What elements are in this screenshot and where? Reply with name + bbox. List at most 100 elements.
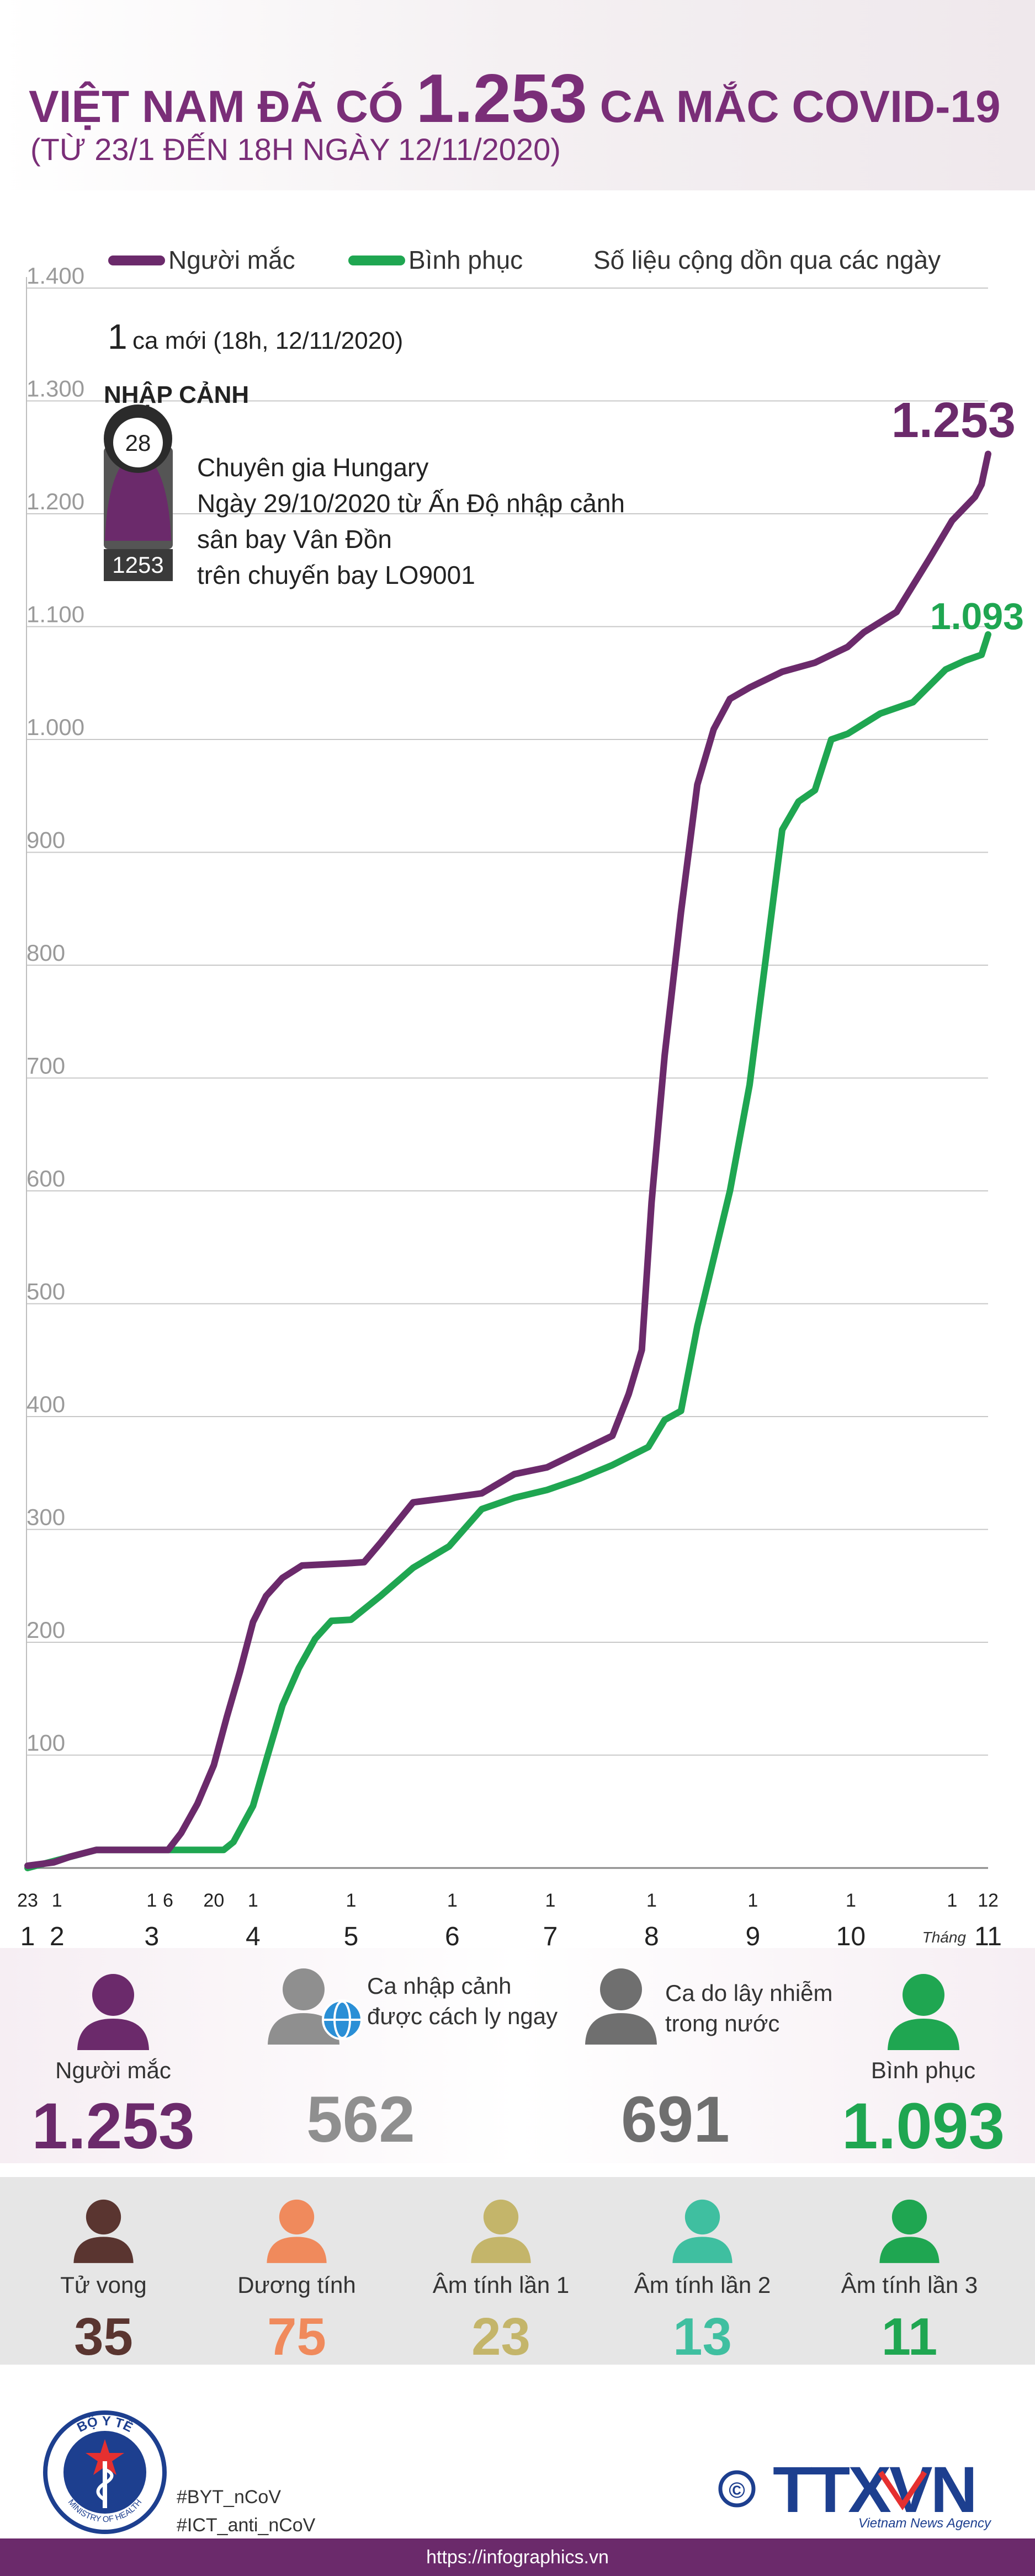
person-icon [267,2199,327,2263]
title-suffix: CA MẮC COVID-19 [587,82,1001,132]
person-icon [887,1974,959,2050]
x-month-tick-label: 8 [644,1922,659,1948]
patient-icon: 28 1253 [104,405,173,581]
hashtag-1[interactable]: #BYT_nCoV [177,2487,281,2508]
y-tick-label: 1.000 [26,714,84,740]
outcome-negative-1: Âm tính lần 1 23 [397,2196,604,2364]
person-icon [672,2199,733,2263]
outcome-death: Tử vong 35 [0,2196,207,2364]
title-number: 1.253 [416,61,587,137]
series-line-infected [24,450,991,1869]
summary-label-line-2: trong nước [665,2010,780,2036]
summary-value: 691 [621,2083,730,2156]
x-day-tick-label: 1 [248,1890,258,1911]
y-tick-label: 800 [26,940,65,966]
y-axis-ticks: 100 200 300 400 500 600 700 800 900 1.000 1.100 1.2… [26,263,84,1756]
x-month-tick-label: 4 [246,1922,261,1948]
new-case-number: 1 [108,317,128,356]
person-icon [73,2199,134,2263]
y-tick-label: 500 [26,1279,65,1305]
summary-label: Ca do lây nhiễm trong nước [665,1978,864,2039]
agency-subtitle: Vietnam News Agency [858,2516,992,2531]
note-line-3: sân bay Vân Đồn [197,525,392,553]
summary-value: 1.093 [841,2089,1005,2163]
x-day-tick-label: 1 [447,1890,458,1911]
new-case-note: 1 ca mới (18h, 12/11/2020) NHẬP CẢNH 28 … [104,317,625,589]
x-day-tick-label: 6 [163,1890,173,1911]
y-tick-label: 200 [26,1617,65,1643]
agency-name: TTXVN [773,2453,975,2526]
y-tick-label: 1.400 [26,263,84,289]
outcome-value: 13 [673,2307,732,2366]
legend-label-recovered: Bình phục [408,246,523,274]
outcome-label: Tử vong [60,2272,147,2298]
end-label-infected: 1.253 [891,393,1016,448]
footer-url-bar: https://infographics.vn [0,2538,1035,2576]
x-month-tick-label: 3 [145,1922,160,1948]
series-line-recovered [24,631,991,1871]
x-day-tick-label: 1 [545,1890,555,1911]
legend-note: Số liệu cộng dồn qua các ngày [593,246,941,274]
legend-label-infected: Người mắc [168,246,295,274]
note-line-1: Chuyên gia Hungary [197,453,428,482]
x-day-tick-label: 12 [978,1890,999,1911]
y-tick-label: 600 [26,1165,65,1191]
outcome-negative-2: Âm tính lần 2 13 [599,2196,806,2364]
note-line-4: trên chuyến bay LO9001 [197,561,475,589]
new-case-text: ca mới (18h, 12/11/2020) [132,327,403,354]
outcome-negative-3: Âm tính lần 3 11 [806,2196,1013,2364]
outcome-label: Âm tính lần 2 [634,2272,771,2298]
x-month-tick-label: 1 [20,1922,35,1948]
x-month-tick-label: 6 [445,1922,460,1948]
x-month-tick-label: 2 [50,1922,65,1948]
y-tick-label: 300 [26,1504,65,1530]
outcome-positive: Dương tính 75 [193,2196,400,2364]
y-tick-label: 1.200 [26,488,84,514]
patient-id: 1253 [112,552,163,578]
outcome-value: 23 [471,2307,530,2366]
ttxvn-logo: © TTXVN Vietnam News Agency [718,2453,992,2531]
y-tick-label: 100 [26,1730,65,1756]
y-tick-label: 400 [26,1391,65,1417]
entry-heading: NHẬP CẢNH [104,381,249,408]
x-day-tick-label: 1 [146,1890,157,1911]
hashtags: #BYT_nCoV #ICT_anti_nCoV [177,2483,315,2540]
header-band: VIỆT NAM ĐÃ CÓ 1.253 CA MẮC COVID-19 (TỪ… [0,0,1035,190]
x-day-tick-label: 1 [646,1890,657,1911]
outcomes-panel: Tử vong 35 Dương tính 75 Âm tính lần 1 2… [0,2177,1035,2365]
person-globe-icon [268,1968,363,2045]
outcome-label: Âm tính lần 1 [432,2272,570,2298]
footer-url[interactable]: https://infographics.vn [426,2547,609,2568]
ministry-seal-logo: BỘ Y TẾ MINISTRY OF HEALTH [43,2410,167,2534]
x-month-tick-label: 10 [836,1922,866,1948]
x-month-tick-label: 5 [344,1922,359,1948]
summary-value: 1.253 [31,2089,195,2163]
summary-label: Bình phục [871,2057,976,2083]
page-subtitle: (TỪ 23/1 ĐẾN 18H NGÀY 12/11/2020) [30,132,561,167]
covid-cumulative-chart: 100 200 300 400 500 600 700 800 900 1.000 1.100 1.2… [17,246,1024,1948]
hashtag-2[interactable]: #ICT_anti_nCoV [177,2515,316,2536]
x-month-tick-label: 7 [543,1922,558,1948]
summary-label: Ca nhập cảnh được cách ly ngay [367,1971,588,2031]
y-tick-label: 1.300 [26,376,84,402]
x-day-tick-label: 1 [947,1890,957,1911]
x-month-word: Tháng [922,1929,967,1946]
chart-lines [24,450,991,1871]
outcome-label: Dương tính [237,2272,356,2298]
x-day-tick-label: 1 [52,1890,62,1911]
chart-legend: Người mắc Bình phục Số liệu cộng dồn qua… [108,246,941,274]
outcome-value: 35 [74,2307,133,2366]
summary-panel: Người mắc 1.253 Ca nhập cảnh được cách l… [0,1948,1035,2163]
x-day-tick-label: 1 [846,1890,856,1911]
x-month-tick-label: 9 [746,1922,761,1948]
chart-grid [26,277,988,1869]
note-line-2: Ngày 29/10/2020 từ Ấn Độ nhập cảnh [197,489,625,518]
x-month-tick-label: 11 [974,1922,1002,1948]
outcome-value: 75 [267,2307,326,2366]
x-day-tick-label: 1 [346,1890,356,1911]
person-icon [585,1968,657,2045]
page-title: VIỆT NAM ĐÃ CÓ 1.253 CA MẮC COVID-19 [29,60,1001,138]
end-label-recovered: 1.093 [930,595,1024,637]
copyright-icon: © [729,2478,745,2503]
